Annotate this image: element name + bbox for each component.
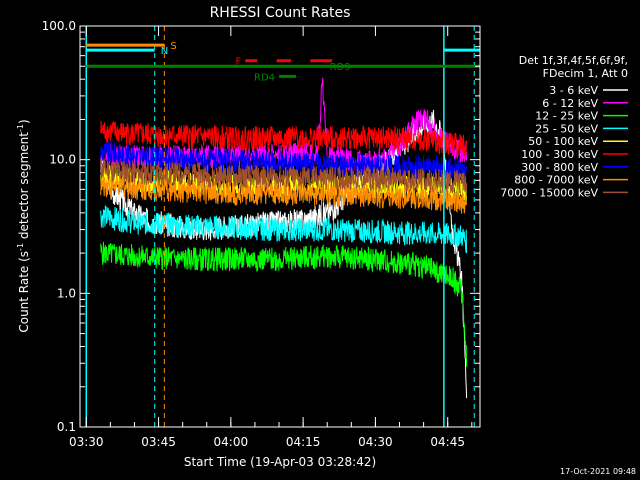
flag-label-2: RD4 — [254, 72, 275, 83]
series-line-5 — [100, 120, 468, 157]
legend-label-3: 25 - 50 keV — [535, 122, 598, 135]
series-layer — [100, 77, 468, 399]
x-tick-label-0: 03:30 — [69, 435, 104, 449]
legend-title-line1: Det 1f,3f,4f,5f,6f,9f, — [519, 54, 628, 67]
y-axis-label-mid: detector segment — [17, 132, 31, 243]
series-line-3 — [100, 205, 468, 254]
x-tick-label-5: 04:45 — [430, 435, 465, 449]
x-tick-label-4: 04:30 — [358, 435, 393, 449]
y-axis-label-main: Count Rate (s — [17, 251, 31, 333]
legend-title-line2: FDecim 1, Att 0 — [543, 67, 628, 80]
y-axis-label-sup2: -1 — [16, 124, 25, 132]
legend-label-6: 300 - 800 keV — [521, 161, 598, 174]
legend-label-5: 100 - 300 keV — [521, 148, 598, 161]
legend-label-7: 800 - 7000 keV — [514, 174, 598, 187]
flag-bars: SN F RD9 RD4 — [86, 41, 480, 83]
legend-label-2: 12 - 25 keV — [535, 110, 598, 123]
y-tick-label-3: 100.0 — [42, 19, 76, 33]
legend-label-1: 6 - 12 keV — [542, 97, 598, 110]
flag-label-0: F — [236, 57, 242, 68]
y-tick-label-1: 1.0 — [57, 286, 76, 300]
y-axis-ticks: 0.1 1.0 10.0 100.0 — [42, 19, 480, 434]
y-axis-label-end: ) — [17, 119, 31, 124]
flag-label-1: RD9 — [330, 62, 351, 73]
x-axis-ticks: 03:30 03:45 04:00 04:15 04:30 04:45 — [69, 26, 473, 449]
flag-bar-label-1: N — [161, 46, 168, 57]
y-axis-label-sup: -1 — [16, 243, 25, 251]
chart-title: RHESSI Count Rates — [210, 5, 351, 21]
x-axis-label: Start Time (19-Apr-03 03:28:42) — [184, 455, 376, 469]
vertical-lines — [85, 26, 475, 427]
x-tick-label-2: 04:00 — [214, 435, 249, 449]
legend-label-0: 3 - 6 keV — [549, 84, 598, 97]
legend-label-8: 7000 - 15000 keV — [500, 186, 598, 199]
y-axis-label: Count Rate (s-1 detector segment-1) — [16, 119, 31, 332]
y-tick-label-2: 10.0 — [49, 153, 76, 167]
x-tick-label-1: 03:45 — [141, 435, 176, 449]
legend-label-4: 50 - 100 keV — [528, 135, 598, 148]
x-tick-label-3: 04:15 — [286, 435, 321, 449]
series-line-8 — [100, 158, 468, 197]
flag-bar-label-0: S — [170, 41, 176, 52]
series-line-7 — [100, 172, 468, 214]
y-tick-label-0: 0.1 — [57, 420, 76, 434]
series-line-6 — [100, 141, 468, 183]
timestamp: 17-Oct-2021 09:48 — [560, 467, 636, 476]
plot-frame — [79, 25, 481, 428]
series-line-2 — [100, 241, 468, 367]
